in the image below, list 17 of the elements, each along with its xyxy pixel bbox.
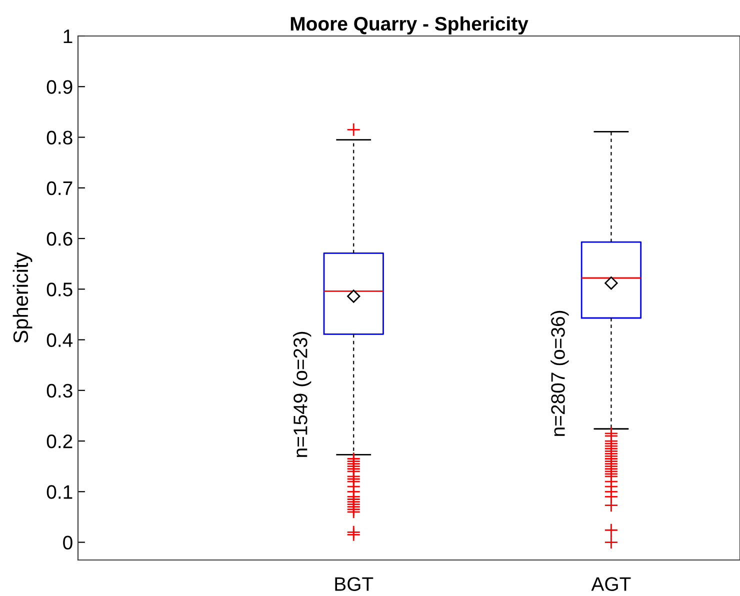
y-tick-label: 0.9: [46, 80, 72, 94]
y-tick-label: 0.8: [46, 130, 72, 144]
x-tick-label: BGT: [335, 577, 374, 591]
y-tick-label: 1: [64, 30, 72, 44]
annotation: n=2807 (o=36): [550, 310, 569, 436]
y-tick-label: 0.6: [46, 232, 72, 246]
y-tick-label: 0: [63, 536, 72, 550]
chart-title: Moore Quarry - Sphericity: [290, 16, 528, 34]
y-tick-label: 0.3: [46, 384, 72, 398]
y-tick-label: 0.2: [46, 434, 72, 448]
x-tick-label: AGT: [591, 577, 631, 591]
y-tick-label: 0.1: [46, 485, 72, 499]
y-axis-title: Sphericity: [12, 252, 32, 343]
annotation: n=1549 (o=23): [293, 332, 312, 457]
y-tick-label: 0.4: [46, 333, 73, 348]
y-tick-label: 0.7: [46, 181, 72, 196]
y-tick-label: 0.5: [46, 282, 72, 296]
